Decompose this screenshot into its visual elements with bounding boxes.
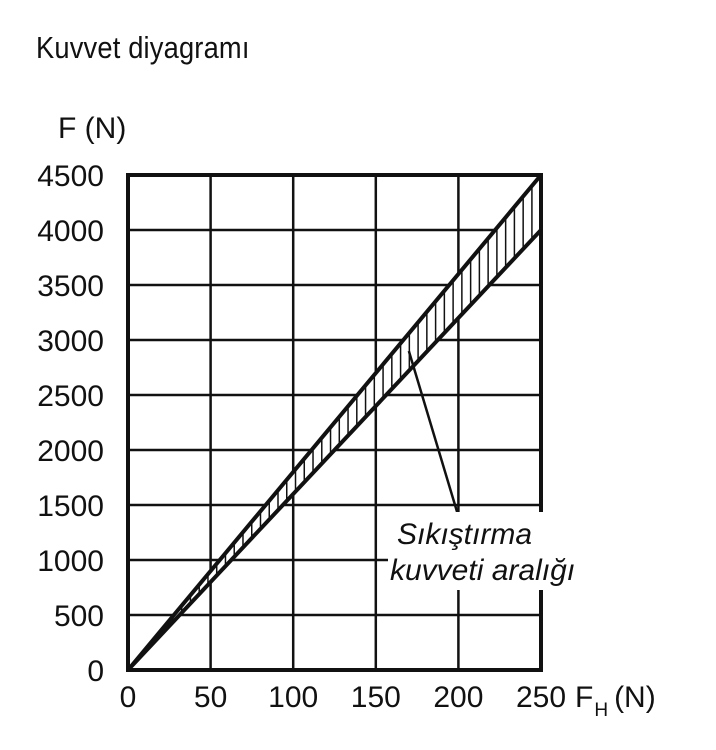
frame-layer xyxy=(126,173,543,672)
band-layer xyxy=(126,173,543,672)
annotation-line-2: kuvveti aralığı xyxy=(390,554,575,587)
x-tick-label: 150 xyxy=(351,681,401,714)
x-tick-label: 200 xyxy=(433,681,483,714)
x-axis-label-main: F xyxy=(575,681,593,714)
annotation-background xyxy=(388,512,558,590)
y-tick-label: 4000 xyxy=(37,215,104,248)
series-upper-line xyxy=(126,173,543,672)
y-tick-label: 3500 xyxy=(37,270,104,303)
series-lower-line xyxy=(126,228,543,672)
y-tick-label: 1500 xyxy=(37,490,104,523)
y-axis-label: F (N) xyxy=(58,112,126,145)
y-tick-label: 2000 xyxy=(37,435,104,468)
x-tick-label: 50 xyxy=(194,681,227,714)
x-tick-label: 0 xyxy=(120,681,137,714)
y-tick-label: 0 xyxy=(87,655,104,688)
annotation-line-1: Sıkıştırma xyxy=(397,518,532,551)
tick-labels: 0 500 1000 1500 2000 2500 3000 3500 4000 4500 0 50 1… xyxy=(37,160,566,714)
chart-title: Kuvvet diyagramı xyxy=(36,30,250,65)
x-axis-label: FH (N) xyxy=(575,681,656,721)
x-tick-label: 250 xyxy=(516,681,566,714)
annotation: Sıkıştırma kuvveti aralığı xyxy=(388,350,575,590)
y-tick-label: 500 xyxy=(54,600,104,633)
x-axis-label-unit: (N) xyxy=(614,681,656,714)
y-tick-label: 2500 xyxy=(37,380,104,413)
y-tick-label: 3000 xyxy=(37,325,104,358)
annotation-leader-line xyxy=(407,350,460,516)
plot-frame xyxy=(126,173,543,672)
y-tick-label: 1000 xyxy=(37,545,104,578)
y-tick-label: 4500 xyxy=(37,160,104,193)
axis-labels: F (N) FH (N) xyxy=(58,112,656,721)
x-tick-label: 100 xyxy=(268,681,318,714)
x-axis-label-sub: H xyxy=(594,700,608,721)
